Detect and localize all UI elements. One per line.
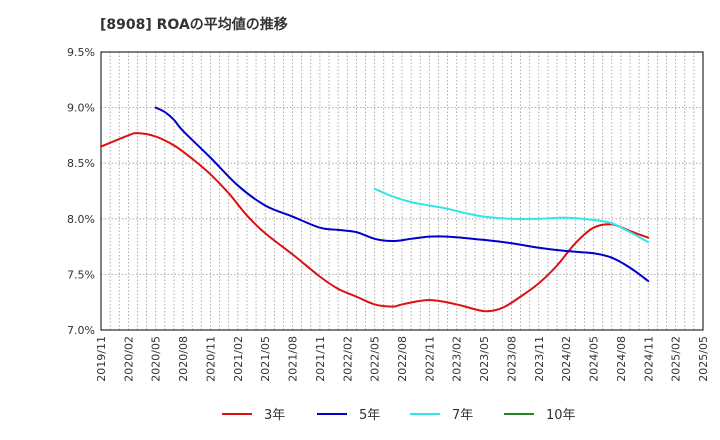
series-line-5年 <box>154 106 650 283</box>
chart-title: [8908] ROAの平均値の推移 <box>100 17 288 33</box>
series-line-7年 <box>373 187 650 244</box>
x-tick-label: 2025/02 <box>670 336 683 382</box>
y-tick-label: 7.5% <box>67 268 95 281</box>
x-tick-label: 2023/08 <box>505 336 518 382</box>
y-tick-label: 8.5% <box>67 157 95 170</box>
x-tick-label: 2023/05 <box>478 336 491 382</box>
x-tick-label: 2019/11 <box>95 336 108 382</box>
legend-label: 3年 <box>264 408 285 423</box>
y-tick-label: 9.5% <box>67 46 95 59</box>
x-tick-label: 2022/08 <box>396 336 409 382</box>
y-axis-ticks: 7.0% 7.5% 8.0% 8.5% 9.0% 9.5% <box>67 46 95 337</box>
legend-label: 10年 <box>546 408 576 423</box>
legend: 3年 5年 7年 10年 <box>222 408 576 423</box>
x-tick-label: 2024/02 <box>560 336 573 382</box>
plot-frame <box>100 51 704 331</box>
legend-label: 5年 <box>359 408 380 423</box>
legend-label: 7年 <box>452 408 473 423</box>
y-tick-label: 9.0% <box>67 102 95 115</box>
x-tick-label: 2021/11 <box>314 336 327 382</box>
x-tick-label: 2025/05 <box>697 336 710 382</box>
grid <box>101 52 703 330</box>
x-tick-label: 2021/05 <box>259 336 272 382</box>
x-tick-label: 2022/02 <box>341 336 354 382</box>
y-tick-label: 7.0% <box>67 324 95 337</box>
x-tick-label: 2022/11 <box>423 336 436 382</box>
x-tick-label: 2024/05 <box>588 336 601 382</box>
y-tick-label: 8.0% <box>67 213 95 226</box>
x-tick-label: 2024/11 <box>642 336 655 382</box>
series-lines <box>100 106 650 313</box>
x-tick-label: 2023/02 <box>451 336 464 382</box>
series-line-3年 <box>100 132 650 313</box>
x-tick-label: 2022/05 <box>369 336 382 382</box>
x-tick-label: 2020/05 <box>150 336 163 382</box>
x-tick-label: 2020/08 <box>177 336 190 382</box>
x-tick-label: 2024/08 <box>615 336 628 382</box>
x-tick-label: 2021/02 <box>232 336 245 382</box>
x-tick-label: 2020/11 <box>204 336 217 382</box>
x-tick-label: 2021/08 <box>287 336 300 382</box>
x-axis-ticks: 2019/11 2020/02 2020/05 2020/08 2020/11 2021/… <box>95 336 710 382</box>
x-tick-label: 2023/11 <box>533 336 546 382</box>
x-tick-label: 2020/02 <box>122 336 135 382</box>
